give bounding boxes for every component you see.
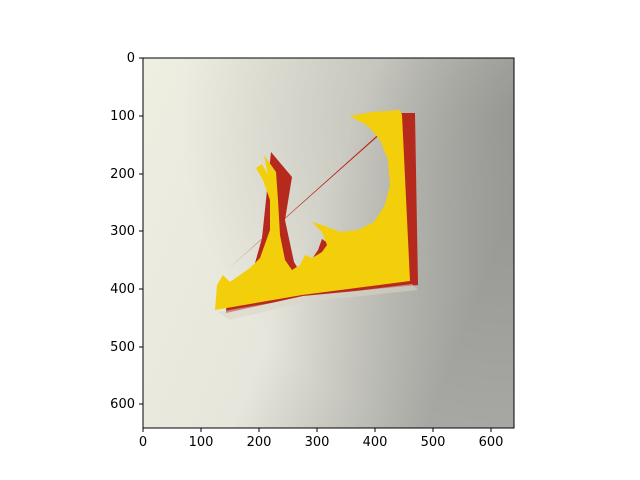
photo (143, 58, 514, 428)
y-axis: 0 100 200 300 400 500 600 (110, 51, 143, 412)
x-tick-label: 0 (139, 435, 147, 450)
axes-frame (142, 57, 515, 429)
x-tick-label: 100 (189, 435, 214, 450)
x-tick-label: 600 (479, 435, 504, 450)
y-tick-label: 100 (110, 109, 135, 124)
x-tick-label: 300 (305, 435, 330, 450)
x-tick-label: 200 (247, 435, 272, 450)
y-tick-label: 400 (110, 282, 135, 297)
y-tick-label: 200 (110, 167, 135, 182)
y-tick-label: 0 (127, 51, 135, 66)
yellow-paper (215, 110, 410, 310)
x-tick-label: 400 (363, 435, 388, 450)
paper-shadow (218, 284, 418, 320)
x-axis: 0 100 200 300 400 500 600 (139, 428, 504, 450)
y-tick-label: 600 (110, 397, 135, 412)
y-tick-label: 500 (110, 340, 135, 355)
y-tick-label: 300 (110, 224, 135, 239)
x-tick-label: 500 (421, 435, 446, 450)
